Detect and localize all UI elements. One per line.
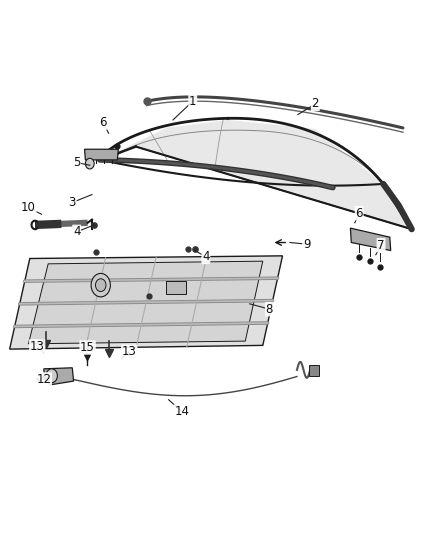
Text: 7: 7 xyxy=(377,239,385,252)
Bar xyxy=(166,281,186,294)
Circle shape xyxy=(91,273,110,297)
Circle shape xyxy=(46,369,57,383)
Polygon shape xyxy=(28,261,263,344)
Text: 13: 13 xyxy=(122,345,137,358)
Text: 1: 1 xyxy=(189,95,197,108)
Text: 8: 8 xyxy=(266,303,273,316)
Text: 2: 2 xyxy=(311,98,319,110)
Polygon shape xyxy=(44,368,74,385)
Text: 5: 5 xyxy=(73,156,80,169)
Text: 4: 4 xyxy=(202,251,210,263)
Polygon shape xyxy=(10,256,283,349)
Text: 12: 12 xyxy=(36,373,51,386)
Circle shape xyxy=(95,279,106,292)
Polygon shape xyxy=(350,228,391,251)
Text: 10: 10 xyxy=(21,201,36,214)
Text: 14: 14 xyxy=(174,405,189,418)
Text: 6: 6 xyxy=(99,116,107,129)
Polygon shape xyxy=(100,120,412,229)
Polygon shape xyxy=(85,149,118,160)
Text: 3: 3 xyxy=(69,196,76,209)
Text: 6: 6 xyxy=(355,207,363,220)
Text: 9: 9 xyxy=(303,238,311,251)
Text: 15: 15 xyxy=(80,341,95,354)
Text: 13: 13 xyxy=(30,340,45,353)
Circle shape xyxy=(85,158,94,169)
Text: 4: 4 xyxy=(73,225,81,238)
Bar xyxy=(309,365,319,376)
